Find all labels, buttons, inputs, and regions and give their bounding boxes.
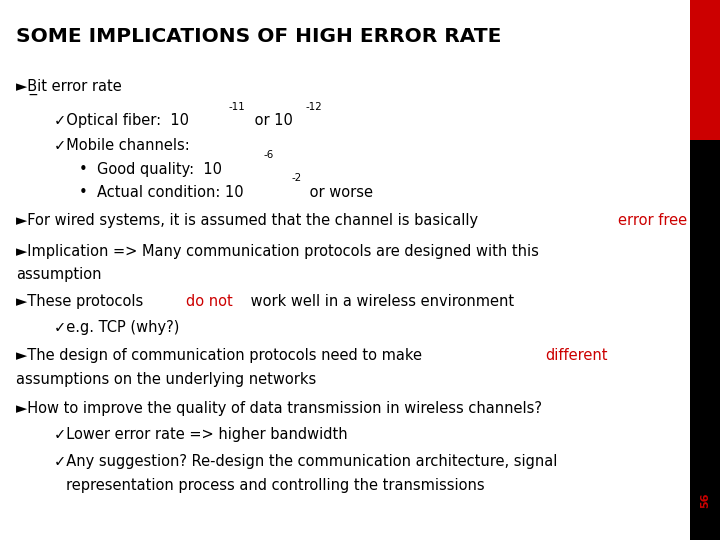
- Text: ►Implication => Many communication protocols are designed with this: ►Implication => Many communication proto…: [16, 244, 539, 259]
- Text: do not: do not: [186, 294, 233, 309]
- Text: -2: -2: [292, 173, 302, 184]
- Text: SOME IMPLICATIONS OF HIGH ERROR RATE: SOME IMPLICATIONS OF HIGH ERROR RATE: [16, 27, 501, 46]
- Text: ►For wired systems, it is assumed that the channel is basically: ►For wired systems, it is assumed that t…: [16, 213, 482, 228]
- Text: -12: -12: [305, 102, 322, 112]
- Text: 56: 56: [700, 492, 710, 508]
- Text: -11: -11: [228, 102, 245, 112]
- Text: ►B̲it error rate: ►B̲it error rate: [16, 78, 122, 94]
- Bar: [690, 0, 720, 140]
- Text: assumption: assumption: [16, 267, 102, 282]
- Text: assumptions on the underlying networks: assumptions on the underlying networks: [16, 372, 316, 387]
- Text: ►These protocols: ►These protocols: [16, 294, 148, 309]
- Text: representation process and controlling the transmissions: representation process and controlling t…: [66, 478, 485, 493]
- Text: •  Actual condition: 10: • Actual condition: 10: [79, 185, 244, 200]
- Text: ►How to improve the quality of data transmission in wireless channels?: ►How to improve the quality of data tran…: [16, 401, 542, 416]
- Text: ✓Lower error rate => higher bandwidth: ✓Lower error rate => higher bandwidth: [54, 427, 348, 442]
- Text: error free: error free: [618, 213, 687, 228]
- Bar: [690, 140, 720, 540]
- Text: work well in a wireless environment: work well in a wireless environment: [246, 294, 515, 309]
- Text: •  Good quality:  10: • Good quality: 10: [79, 162, 222, 177]
- Text: or 10: or 10: [250, 113, 293, 129]
- Text: ✓Optical fiber:  10: ✓Optical fiber: 10: [54, 113, 189, 129]
- Text: -6: -6: [264, 150, 274, 160]
- Text: ✓Any suggestion? Re-design the communication architecture, signal: ✓Any suggestion? Re-design the communica…: [54, 454, 557, 469]
- Text: ✓Mobile channels:: ✓Mobile channels:: [54, 138, 190, 153]
- Text: or worse: or worse: [305, 185, 373, 200]
- Text: ►The design of communication protocols need to make: ►The design of communication protocols n…: [16, 348, 426, 363]
- Text: different: different: [546, 348, 608, 363]
- Text: ✓e.g. TCP (why?): ✓e.g. TCP (why?): [54, 320, 179, 335]
